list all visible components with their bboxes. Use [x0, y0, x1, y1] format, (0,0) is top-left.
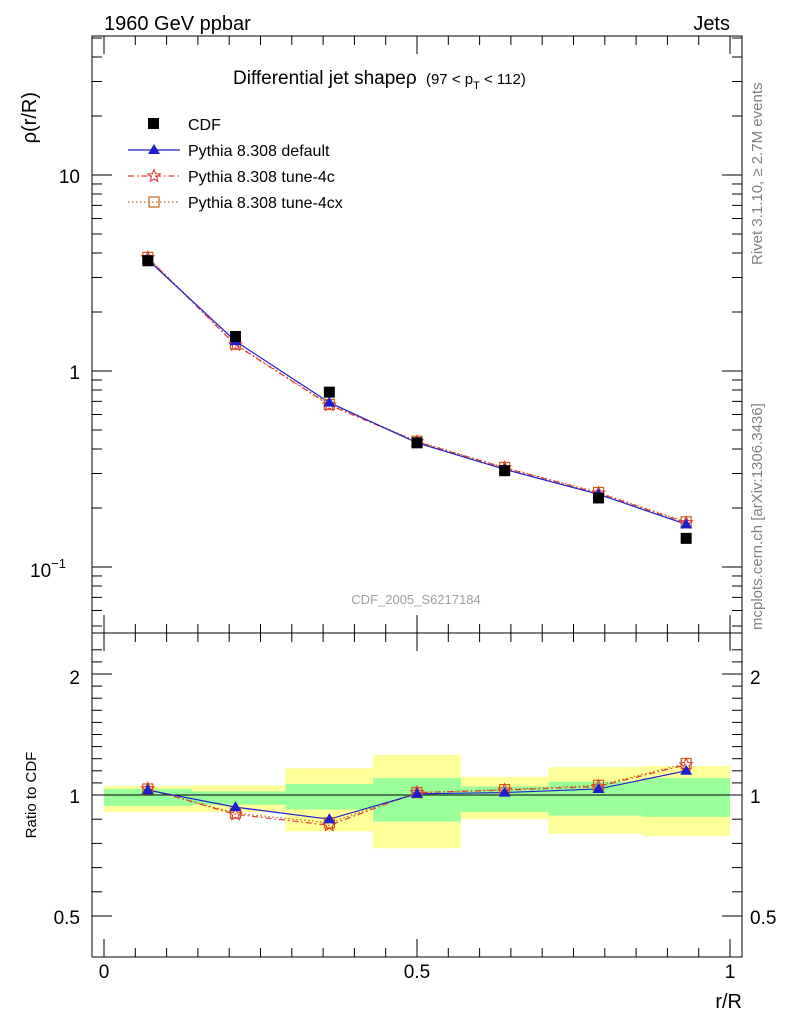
chart-title: Differential jet shapeρ (97 < pT < 112): [233, 68, 526, 92]
analysis-watermark: CDF_2005_S6217184: [351, 592, 480, 607]
ratio-band-inner: [191, 791, 286, 805]
main-panel: Differential jet shapeρ (97 < pT < 112) …: [19, 35, 743, 634]
main-line-pythia-8-308-tune-4c: [147, 257, 687, 524]
legend-marker-tune4c: [146, 168, 162, 183]
main-data-point-cdf: [323, 386, 335, 398]
ratio-marker-pythia-8-308-default: [411, 787, 423, 798]
main-data-point-cdf: [593, 492, 605, 504]
legend-label-default: Pythia 8.308 default: [188, 143, 330, 160]
ratio-band-inner: [642, 778, 730, 817]
ratio-ytick-label-1-left: 1: [69, 787, 80, 808]
legend: CDF Pythia 8.308 default Pythia 8.308 tu…: [128, 117, 343, 212]
chart-title-main: Differential jet shapeρ: [233, 68, 417, 89]
ratio-marker-pythia-8-308-default: [680, 764, 693, 775]
main-marker-pythia-8-308-tune-4c: [321, 397, 337, 412]
main-data-point-cdf: [680, 532, 692, 544]
main-data-point-cdf: [142, 255, 154, 267]
ratio-marker-pythia-8-308-tune-4c: [227, 806, 244, 821]
xtick-label-1: 1: [725, 962, 736, 983]
main-marker-pythia-8-308-default: [680, 518, 693, 529]
main-data-point-cdf: [499, 465, 511, 477]
ratio-ytick-label-0p5-right: 0.5: [750, 908, 776, 929]
ratio-axis-ticks: [92, 633, 742, 957]
ratio-ytick-label-1-right: 1: [750, 787, 761, 808]
ratio-ytick-label-2-left: 2: [69, 668, 80, 689]
mcplots-label: mcplots.cern.ch [arXiv:1306.3436]: [749, 403, 766, 630]
main-data-point-cdf: [411, 437, 423, 449]
main-data-point-cdf: [229, 330, 241, 342]
header-process-label: Jets: [693, 13, 730, 35]
rivet-version-label: Rivet 3.1.10, ≥ 2.7M events: [749, 83, 766, 266]
ratio-marker-pythia-8-308-default: [229, 801, 242, 812]
main-line-pythia-8-308-default: [147, 259, 687, 525]
main-ytick-label-0p1-exp: −1: [51, 556, 66, 571]
chart-title-sub: (97 < p: [426, 71, 473, 88]
legend-label-tune4c: Pythia 8.308 tune-4c: [188, 169, 335, 186]
ratio-band-inner: [104, 788, 192, 806]
xtick-label-0p5: 0.5: [404, 962, 430, 983]
main-ytick-label-0p1-base: 10: [30, 561, 51, 582]
main-ytick-label-10: 10: [59, 167, 80, 188]
ratio-marker-pythia-8-308-default: [592, 782, 605, 793]
chart-title-sub-end: < 112): [480, 71, 526, 88]
header-energy-label: 1960 GeV ppbar: [104, 13, 251, 35]
legend-marker-default: [148, 144, 160, 154]
ratio-panel: Ratio to CDF 2 1 0.5 2 1 0.5 0 0.5 1 r/R: [23, 632, 776, 1013]
main-marker-pythia-8-308-tune-4c: [227, 336, 244, 352]
ratio-uncertainty-bands: [104, 755, 730, 849]
ratio-marker-pythia-8-308-default: [498, 786, 511, 797]
y-axis-label: ρ(r/R): [19, 92, 41, 143]
ratio-ytick-label-0p5-left: 0.5: [54, 908, 80, 929]
main-series-layer: [140, 249, 694, 544]
chart-title-sub-index: T: [473, 80, 480, 92]
main-line-pythia-8-308-tune-4cx: [147, 256, 687, 523]
main-marker-pythia-8-308-default: [323, 396, 336, 407]
legend-label-tune4cx: Pythia 8.308 tune-4cx: [188, 195, 343, 212]
ratio-ytick-label-2-right: 2: [750, 668, 761, 689]
ratio-band-inner: [285, 784, 374, 810]
main-ytick-label-1: 1: [69, 363, 80, 384]
main-ytick-label-0p1: 10−1: [30, 556, 66, 582]
ratio-marker-pythia-8-308-default: [141, 784, 154, 795]
ratio-marker-pythia-8-308-default: [323, 813, 336, 824]
ratio-band-inner: [373, 778, 461, 822]
legend-marker-cdf: [148, 118, 159, 129]
ratio-y-axis-label: Ratio to CDF: [23, 752, 40, 839]
legend-star-shape: [146, 168, 162, 183]
legend-label-cdf: CDF: [188, 117, 221, 134]
x-axis-label: r/R: [715, 991, 742, 1013]
xtick-label-0: 0: [99, 962, 110, 983]
ratio-series-layer: [140, 756, 694, 832]
legend-marker-tune4cx: [148, 196, 160, 208]
main-axis-ticks: [92, 36, 742, 633]
